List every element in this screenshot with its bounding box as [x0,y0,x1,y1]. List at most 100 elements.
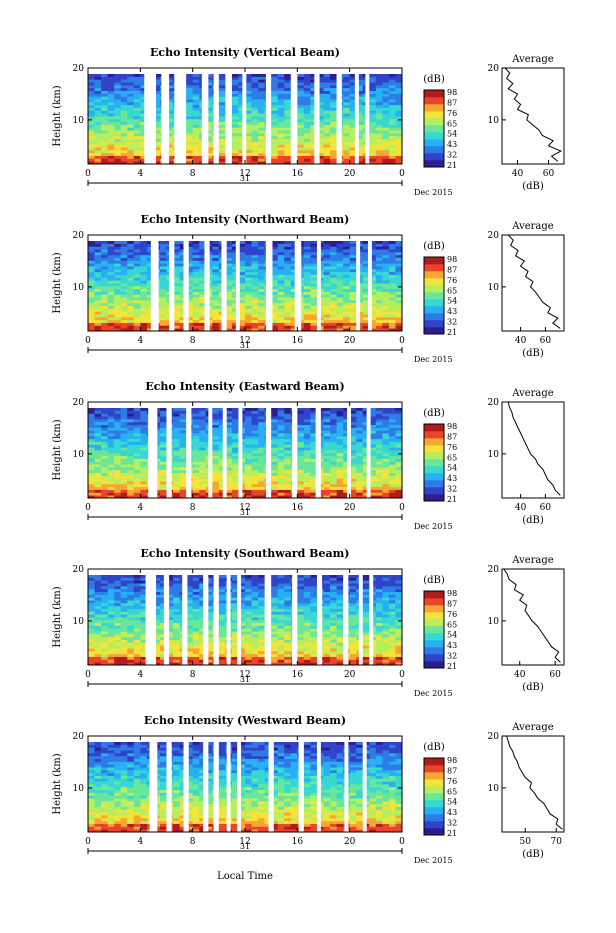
heatmap-cell [160,260,167,263]
heatmap-cell [271,130,278,133]
heatmap-cell [389,252,396,255]
heatmap-cell [395,82,402,85]
data-gap [356,235,360,331]
heatmap-cell [101,481,108,484]
heatmap-cell [140,252,147,255]
heatmap-cell [134,439,141,442]
heatmap-cell [324,478,331,481]
heatmap-cell [330,439,337,442]
heatmap-cell [114,280,121,283]
heatmap-cell [337,263,344,266]
heatmap-cell [101,147,108,150]
heatmap-cell [343,283,350,286]
heatmap-cell [134,456,141,459]
heatmap-cell [258,122,265,125]
heatmap-cell [88,156,95,159]
heatmap-cell [382,141,389,144]
heatmap-cell [160,410,167,413]
heatmap-cell [330,283,337,286]
heatmap-cell [160,481,167,484]
heatmap-cell [134,280,141,283]
heatmap-cell [258,269,265,272]
heatmap-cell [95,258,102,261]
heatmap-cell [324,447,331,450]
heatmap-cell [186,158,193,161]
heatmap-cell [160,243,167,246]
heatmap-cell [376,436,383,439]
profile-x-tick-label: 40 [512,169,524,179]
heatmap-cell [330,303,337,306]
heatmap-cell [121,416,128,419]
heatmap-cell [389,280,396,283]
heatmap-cell [212,427,219,430]
heatmap-cell [395,311,402,314]
heatmap-cell [193,467,200,470]
heatmap-cell [88,306,95,309]
heatmap-cell [121,158,128,161]
heatmap-cell [297,461,304,464]
heatmap-cell [271,122,278,125]
heatmap-cell [330,82,337,85]
heatmap-cell [232,122,239,125]
heatmap-cell [304,311,311,314]
heatmap-cell [382,156,389,159]
heatmap-cell [108,93,115,96]
heatmap-cell [134,442,141,445]
heatmap-cell [369,141,376,144]
heatmap-cell [271,444,278,447]
heatmap-cell [271,473,278,476]
heatmap-cell [284,464,291,467]
heatmap-cell [180,450,187,453]
heatmap-cell [108,158,115,161]
heatmap-cell [304,419,311,422]
heatmap-cell [330,314,337,317]
heatmap-cell [212,473,219,476]
heatmap-cell [252,88,259,91]
heatmap-cell [88,419,95,422]
heatmap-cell [278,416,285,419]
heatmap-cell [304,243,311,246]
heatmap-cell [101,280,108,283]
heatmap-cell [304,306,311,309]
heatmap-cell [127,419,134,422]
heatmap-cell [337,266,344,269]
heatmap-cell [382,76,389,79]
heatmap-cell [284,300,291,303]
heatmap-cell [134,294,141,297]
heatmap-cell [297,122,304,125]
heatmap-cell [193,481,200,484]
heatmap-cell [245,323,252,326]
heatmap [88,402,402,498]
heatmap-cell [284,122,291,125]
heatmap-cell [88,124,95,127]
heatmap-cell [108,147,115,150]
heatmap-cell [199,473,206,476]
heatmap-cell [121,317,128,320]
heatmap-cell [271,458,278,461]
heatmap-cell [127,425,134,428]
heatmap-cell [395,291,402,294]
heatmap-cell [376,150,383,153]
heatmap-cell [232,433,239,436]
heatmap-cell [389,105,396,108]
heatmap-cell [310,269,317,272]
heatmap-cell [114,419,121,422]
heatmap-cell [376,110,383,113]
heatmap-cell [389,456,396,459]
heatmap-cell [395,447,402,450]
heatmap-cell [252,136,259,139]
heatmap-cell [245,442,252,445]
heatmap-cell [297,88,304,91]
heatmap-cell [284,116,291,119]
heatmap-cell [127,439,134,442]
heatmap-cell [356,473,363,476]
heatmap-cell [245,280,252,283]
heatmap-cell [160,484,167,487]
heatmap-cell [173,481,180,484]
heatmap-cell [284,269,291,272]
heatmap-cell [304,105,311,108]
heatmap-cell [160,280,167,283]
heatmap-cell [88,297,95,300]
heatmap-cell [271,419,278,422]
heatmap-cell [337,306,344,309]
